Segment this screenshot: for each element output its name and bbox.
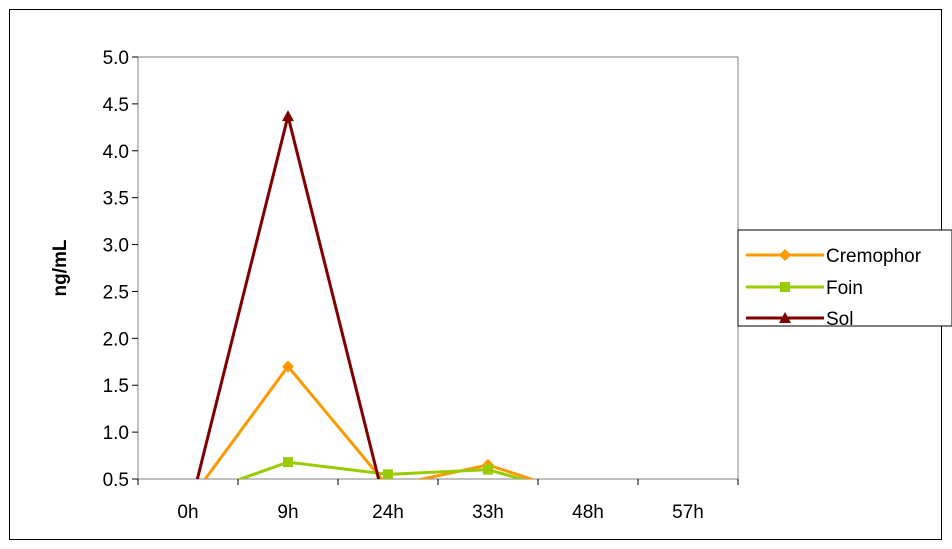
x-tick-label: 48h bbox=[572, 502, 604, 523]
y-tick-label: 2.5 bbox=[103, 282, 129, 303]
y-tick-label: 3.0 bbox=[103, 236, 129, 257]
y-tick-label: 3.5 bbox=[103, 189, 129, 210]
legend-item-foin: Foin bbox=[746, 278, 863, 299]
legend-item-sol: Sol bbox=[746, 309, 853, 330]
data-point bbox=[780, 282, 790, 292]
y-tick-label: 4.5 bbox=[103, 95, 129, 116]
x-tick-label: 33h bbox=[472, 502, 504, 523]
x-tick-label: 57h bbox=[672, 502, 704, 523]
y-tick-label: 1.0 bbox=[103, 423, 129, 444]
data-point bbox=[282, 360, 294, 373]
series-foin bbox=[236, 457, 527, 479]
x-tick-label: 0h bbox=[177, 502, 198, 523]
x-axis: 0h 9h 24h 33h 48h 57h bbox=[137, 479, 739, 523]
series-line bbox=[203, 364, 536, 479]
data-point bbox=[282, 110, 294, 122]
y-axis: 0.5 1.0 1.5 2.0 2.5 3.0 3.5 4.0 4.5 5.0 bbox=[103, 48, 138, 491]
legend-item-cremophor: Cremophor bbox=[746, 246, 922, 267]
legend-label: Cremophor bbox=[826, 246, 922, 267]
data-point bbox=[779, 312, 791, 323]
x-tick-label: 24h bbox=[372, 502, 404, 523]
legend: Cremophor Foin Sol bbox=[737, 229, 952, 330]
series-sol bbox=[195, 110, 381, 479]
data-point bbox=[383, 469, 393, 479]
plot-area bbox=[137, 56, 739, 480]
legend-label: Foin bbox=[826, 278, 863, 299]
y-axis-title: ng/mL bbox=[50, 239, 71, 296]
legend-box bbox=[737, 229, 952, 327]
y-tick-label: 1.5 bbox=[103, 376, 129, 397]
legend-label: Sol bbox=[826, 309, 853, 330]
data-point bbox=[779, 249, 791, 261]
y-tick-label: 5.0 bbox=[103, 48, 129, 69]
y-tick-label: 4.0 bbox=[103, 142, 129, 163]
series-layer bbox=[195, 110, 536, 479]
data-point bbox=[283, 457, 293, 468]
data-point bbox=[483, 464, 493, 475]
y-tick-label: 2.0 bbox=[103, 329, 129, 350]
y-tick-label: 0.5 bbox=[103, 470, 129, 491]
x-tick-label: 9h bbox=[277, 502, 298, 523]
